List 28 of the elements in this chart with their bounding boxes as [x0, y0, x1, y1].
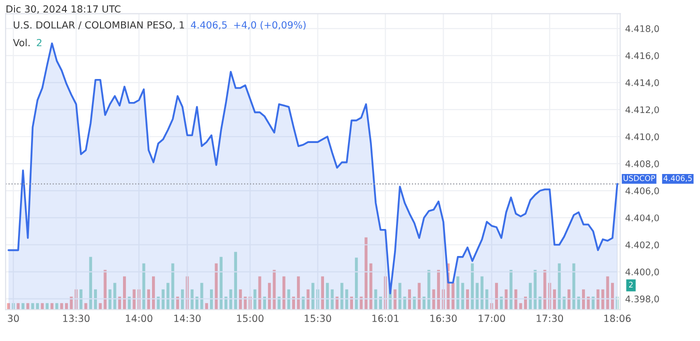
- x-tick-label: 16:30: [430, 314, 457, 322]
- y-tick-label: 4.398,0: [626, 296, 659, 304]
- y-tick-label: 4.404,0: [626, 214, 659, 222]
- x-tick-label: 13:30: [63, 314, 90, 322]
- annotation: +4,0 (+0,09%): [234, 21, 306, 30]
- x-tick-label: 17:30: [536, 314, 564, 322]
- x-tick-label: 15:00: [237, 314, 264, 322]
- x-tick-label: 18:06: [604, 314, 631, 322]
- text: Dic 30, 2024 18:17 UTC: [6, 5, 120, 14]
- x-tick-label: 14:30: [174, 314, 201, 322]
- y-tick-label: 4.406,0: [626, 187, 659, 196]
- annotation: Vol.: [13, 38, 30, 46]
- y-tick-label: 4.408,0: [626, 160, 659, 168]
- y-tick-label: 4.412,0: [626, 106, 659, 114]
- y-tick-label: 4.402,0: [626, 241, 659, 250]
- x-tick-label: 15:30: [304, 314, 332, 322]
- y-tick-label: 4.418,0: [626, 25, 659, 33]
- y-tick-label: 4.400,0: [626, 268, 659, 276]
- y-tick-label: 4.416,0: [626, 52, 659, 60]
- x-tick-label: 30: [8, 314, 19, 322]
- x-tick-label: 16:01: [372, 314, 398, 322]
- annotation: 4.406,5: [190, 21, 227, 30]
- text: U.S. DOLLAR / COLOMBIAN PESO, 1: [14, 21, 184, 30]
- y-tick-label: 4.410,0: [626, 133, 659, 142]
- annotation: 2: [36, 38, 42, 46]
- y-tick-label: 4.414,0: [626, 79, 659, 88]
- x-tick-label: 17:00: [478, 314, 506, 322]
- x-tick-label: 14:00: [126, 314, 152, 322]
